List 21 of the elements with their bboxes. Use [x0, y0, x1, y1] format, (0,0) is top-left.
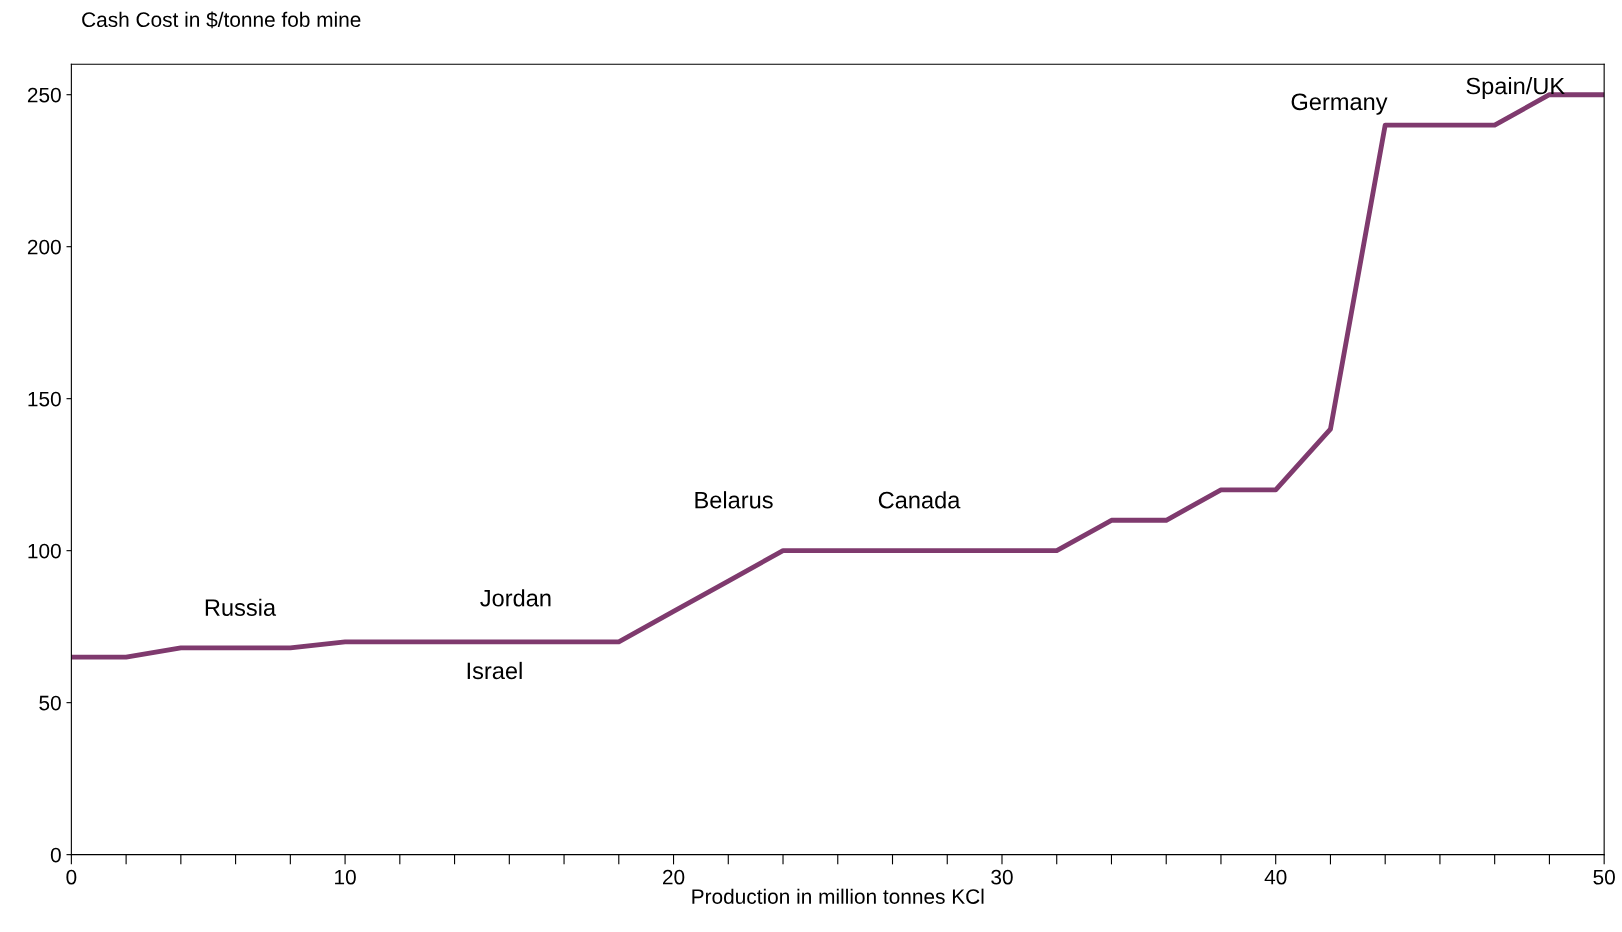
annotation: Spain/UK	[1466, 77, 1565, 100]
x-tick-label: 20	[663, 869, 685, 885]
x-axis-title: Production in million tonnes KCl	[692, 888, 984, 904]
x-tick-label: 10	[335, 869, 356, 885]
y-axis-title: Cash Cost in $/tonne fob mine	[82, 11, 361, 29]
annotation: Canada	[878, 491, 961, 509]
annotation: Israel	[467, 661, 522, 680]
y-tick-label: 50	[39, 695, 61, 711]
y-tick-label: 100	[28, 543, 61, 559]
annotation: Germany	[1291, 93, 1388, 115]
x-tick-label: 40	[1264, 869, 1287, 885]
y-tick-label: 0	[50, 847, 61, 863]
y-tick-label: 200	[27, 239, 61, 255]
annotation: Belarus	[695, 491, 773, 509]
x-tick-label: 30	[991, 869, 1013, 885]
y-tick-label: 250	[27, 87, 61, 103]
y-tick-label: 150	[28, 391, 61, 407]
annotation: Jordan	[480, 589, 551, 607]
x-tick-label: 50	[1593, 869, 1615, 885]
x-tick-label: 0	[66, 869, 77, 885]
annotation: Russia	[205, 598, 277, 616]
